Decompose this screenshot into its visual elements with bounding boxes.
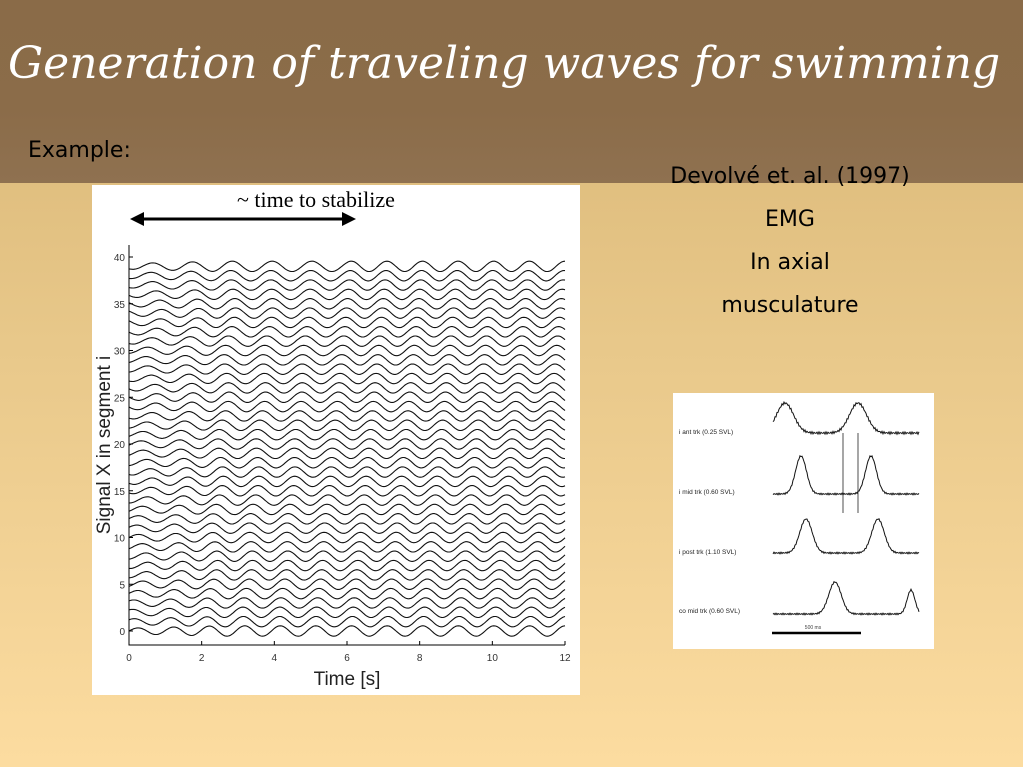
citation-line: In axial bbox=[750, 250, 830, 275]
wave-series-line bbox=[128, 625, 566, 637]
x-tick-label: 4 bbox=[272, 653, 278, 664]
wave-series-line bbox=[128, 485, 566, 497]
wave-series-line bbox=[128, 550, 566, 562]
citation-line: EMG bbox=[765, 207, 815, 232]
y-tick-label: 10 bbox=[114, 534, 126, 545]
wave-series-line bbox=[128, 541, 566, 553]
wave-series-line bbox=[128, 391, 566, 403]
wave-series-line bbox=[128, 269, 566, 282]
wave-series-line bbox=[128, 569, 566, 581]
y-tick-label: 15 bbox=[114, 487, 126, 498]
example-label: Example: bbox=[28, 138, 131, 163]
wave-series-line bbox=[128, 288, 566, 301]
x-tick-label: 2 bbox=[199, 653, 205, 664]
wave-plot: ~ time to stabilize 0 2 4 6 8 10 12 0 5 10 15 20 25… bbox=[94, 187, 571, 690]
wave-series-line bbox=[128, 298, 566, 310]
y-tick-labels: 0 5 10 15 20 25 30 35 40 bbox=[114, 253, 133, 638]
emg-trace-line bbox=[772, 580, 920, 616]
wave-series-line bbox=[128, 578, 566, 590]
wave-series-line bbox=[128, 382, 566, 394]
citation-line: Devolvé et. al. (1997) bbox=[670, 164, 910, 189]
x-tick-label: 8 bbox=[417, 653, 423, 664]
wave-series-line bbox=[128, 503, 566, 516]
wave-series-line bbox=[128, 316, 566, 329]
x-tick-labels: 0 2 4 6 8 10 12 bbox=[126, 641, 571, 664]
y-tick-label: 25 bbox=[114, 393, 126, 404]
y-tick-label: 40 bbox=[114, 253, 126, 264]
wave-series-line bbox=[128, 494, 566, 506]
y-tick-label: 5 bbox=[119, 580, 125, 591]
wave-series-line bbox=[128, 260, 566, 273]
wave-series-line bbox=[128, 466, 566, 478]
wave-series-line bbox=[128, 326, 566, 338]
wave-series-line bbox=[128, 438, 566, 450]
wave-series-line bbox=[128, 456, 566, 469]
y-tick-label: 30 bbox=[114, 347, 126, 358]
wave-series-line bbox=[128, 335, 566, 347]
emg-trace-line bbox=[772, 518, 920, 555]
y-tick-label: 35 bbox=[114, 300, 126, 311]
y-tick-label: 20 bbox=[114, 440, 126, 451]
wave-series-line bbox=[128, 615, 566, 628]
x-tick-label: 6 bbox=[344, 653, 350, 664]
wave-series-line bbox=[128, 531, 566, 544]
wave-series-line bbox=[128, 428, 566, 441]
wave-lines bbox=[128, 260, 566, 637]
emg-trace-label: i ant trk (0.25 SVL) bbox=[679, 429, 733, 436]
emg-trace-label: co mid trk (0.60 SVL) bbox=[679, 608, 740, 615]
wave-series-line bbox=[128, 587, 566, 600]
wave-series-line bbox=[128, 597, 566, 609]
wave-series-line bbox=[128, 410, 566, 422]
emg-trace-line bbox=[772, 454, 920, 496]
wave-series-line bbox=[129, 559, 566, 572]
wave-series-line bbox=[128, 513, 566, 525]
wave-series-line bbox=[128, 363, 566, 375]
y-axis-label: Signal X in segment i bbox=[94, 356, 115, 535]
wave-series-line bbox=[128, 279, 566, 291]
wave-series-line bbox=[128, 447, 565, 460]
emg-trace-label: i mid trk (0.60 SVL) bbox=[679, 489, 735, 496]
scale-bar-label: 500 ms bbox=[805, 625, 822, 631]
wave-series-line bbox=[128, 372, 566, 385]
wave-series-line bbox=[128, 419, 566, 432]
wave-plot-panel: ~ time to stabilize 0 2 4 6 8 10 12 0 5 10 15 20 25… bbox=[92, 185, 580, 695]
x-tick-label: 0 bbox=[126, 653, 132, 664]
emg-trace-label: i post trk (1.10 SVL) bbox=[679, 549, 736, 556]
emg-trace-line bbox=[772, 400, 920, 436]
wave-series-line bbox=[128, 522, 566, 534]
wave-series-line bbox=[128, 344, 566, 357]
wave-series-line bbox=[128, 400, 566, 413]
emg-traces bbox=[772, 400, 920, 616]
title-bar: Generation of traveling waves for swimmi… bbox=[0, 0, 1023, 183]
wave-series-line bbox=[128, 475, 566, 488]
wave-series-line bbox=[128, 307, 566, 319]
citation-block: Devolvé et. al. (1997) EMG In axial musc… bbox=[630, 155, 950, 327]
x-tick-label: 12 bbox=[559, 653, 571, 664]
x-axis-label: Time [s] bbox=[314, 669, 381, 690]
stabilize-arrow bbox=[130, 212, 356, 226]
stabilize-annotation: ~ time to stabilize bbox=[237, 187, 395, 212]
emg-plot: i ant trk (0.25 SVL) i mid trk (0.60 SVL… bbox=[679, 400, 920, 635]
y-tick-label: 0 bbox=[119, 627, 125, 638]
wave-series-line bbox=[128, 606, 566, 619]
citation-line: musculature bbox=[721, 293, 859, 318]
emg-panel: i ant trk (0.25 SVL) i mid trk (0.60 SVL… bbox=[673, 393, 934, 649]
slide-title: Generation of traveling waves for swimmi… bbox=[8, 38, 1001, 89]
wave-series-line bbox=[128, 354, 566, 366]
x-tick-label: 10 bbox=[487, 653, 499, 664]
